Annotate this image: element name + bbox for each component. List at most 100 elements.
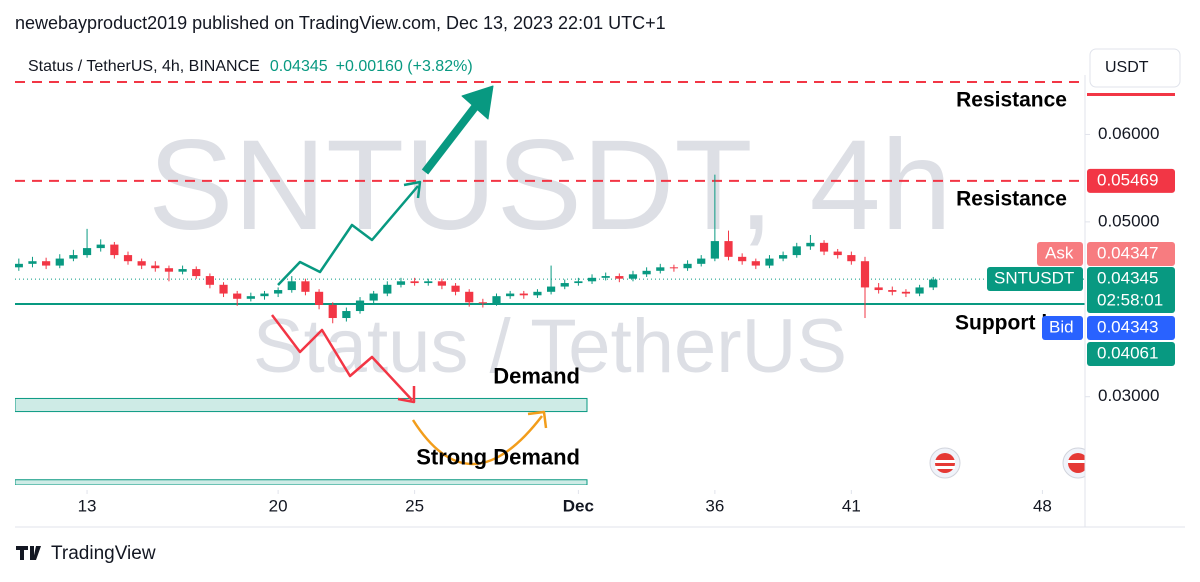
arrow-head [403,180,422,199]
candle-body [478,302,487,304]
currency-button[interactable] [1089,48,1181,88]
support-price-box [1087,342,1175,366]
candle-body [301,281,310,292]
drawings [271,85,1085,479]
candle-body [751,261,760,266]
candle-body [587,277,597,282]
level-label: Resistance [956,187,1067,210]
zone-label: Demand [493,363,580,388]
brand-logo [16,546,41,560]
ask-label: Ask [1045,243,1074,262]
candle-body [519,293,528,296]
candle-body [287,281,296,291]
x-tick-label: 25 [405,496,424,515]
candle-body [628,274,638,279]
candle-body [874,287,883,291]
bid-label: Bid [1049,317,1074,336]
ask-price: 0.04347 [1097,243,1158,262]
candle-body [738,256,747,262]
x-tick-label: 20 [269,496,288,515]
x-tick-label: 13 [78,496,97,515]
header-change: +0.00160 (+3.82%) [336,58,473,75]
event-flag [1062,447,1085,479]
candle-body [765,258,774,266]
ask-price-box [1087,242,1175,266]
candle-body [110,244,119,256]
candle-body [724,241,733,257]
bid-label-box [1042,316,1083,340]
symbol-tag: SNTUSDT [994,268,1074,287]
x-tick-label: 41 [842,496,861,515]
candle-body [123,255,133,262]
candle-body [369,293,378,301]
x-tick-label: 48 [1033,496,1052,515]
candle-body [42,261,51,266]
ask-label-box [1037,242,1083,266]
candle-body [28,261,37,264]
candle-body [396,281,406,285]
candle-body [69,255,78,259]
candle-body [574,281,583,284]
candle-body [506,293,515,297]
candle-body [410,281,419,284]
candle-body [465,291,474,303]
green-zigzag-arrow [277,185,419,286]
watermark: SNTUSDT, 4h Status / TetherUS [148,114,952,389]
candle-body [314,291,324,305]
candle-body [901,291,911,294]
candle-body [683,263,692,269]
candle-body [15,263,23,268]
arrow-head [527,410,548,429]
candle-body [219,284,228,294]
candle-body [847,255,856,262]
zone-label: Strong Demand [416,445,580,470]
candle-body [274,290,283,294]
candle-body [137,261,146,266]
countdown: 02:58:01 [1097,290,1163,309]
candle-body [656,267,665,271]
candle-body [437,281,447,286]
candle-body [424,281,433,284]
candle-body [929,279,938,288]
watermark-symbol: SNTUSDT, 4h [148,114,952,257]
candle-body [451,285,460,292]
candle-body [615,276,624,279]
candle-body [710,241,719,259]
candle-body [492,296,501,304]
y-tick-label: 0.03000 [1098,386,1159,405]
candle-body [151,265,160,269]
arrow-head [461,85,494,120]
candle-body [806,242,815,247]
symbol-info: Status / TetherUS, 4h, BINANCE [28,58,260,75]
candle-body [792,246,801,256]
event-flag [929,447,961,479]
last-price-box [1087,267,1175,313]
candle-body [819,242,829,252]
publish-info: newebayproduct2019 published on TradingV… [15,13,666,33]
candle-body [82,248,92,256]
x-tick-label: 36 [705,496,724,515]
x-tick-label: Dec [563,496,594,515]
candle-body [205,276,214,285]
candle-body [178,269,187,272]
candle-body [164,268,174,272]
arrow-head [397,386,416,404]
support-price: 0.04061 [1097,343,1158,362]
candle-body [260,293,269,297]
candle-body [860,261,870,288]
candle-body [697,258,706,264]
resistance-price-box [1087,168,1175,193]
candle-body [915,287,924,294]
candle-body [642,270,651,275]
candle-body [96,244,105,249]
teal-arrow [421,104,479,175]
demand-zone [15,397,588,413]
symbol-line: Status / TetherUS, 4h, BINANCE 0.04345 +… [28,58,473,75]
currency-label[interactable]: USDT [1105,59,1149,76]
orange-curve-arrow [411,415,543,466]
candle-body [233,293,242,299]
candle-body [55,258,64,266]
candle-body [328,304,337,319]
candle-body [779,255,788,259]
candle-body [833,251,842,256]
